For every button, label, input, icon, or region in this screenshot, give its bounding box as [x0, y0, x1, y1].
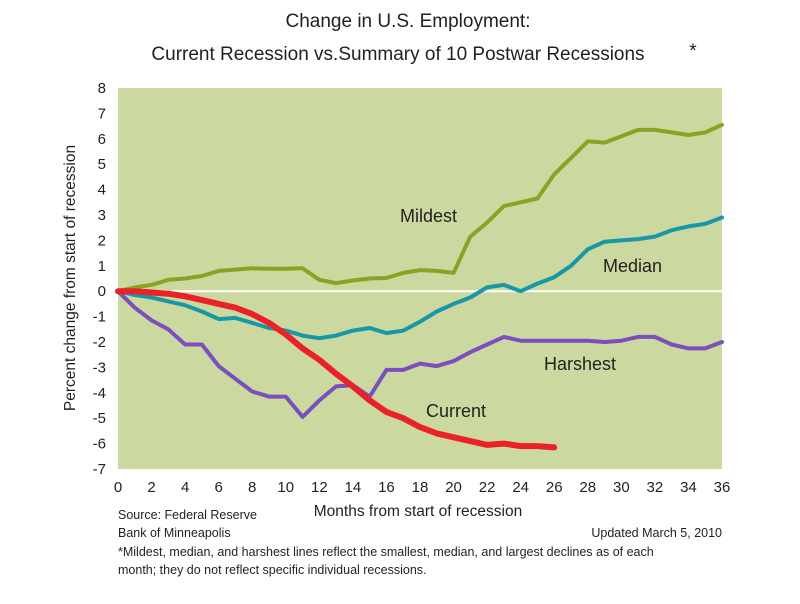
x-tick-label: 22: [479, 479, 496, 496]
x-tick-label: 4: [181, 479, 189, 496]
footnote-line1: *Mildest, median, and harshest lines ref…: [118, 545, 654, 559]
y-axis-ticks: 8 7 6 5 4 3 2 1 0 -1 -2 -3 -4 -5 -6 -7: [93, 80, 106, 478]
series-label-current: Current: [426, 401, 486, 421]
x-tick-label: 24: [512, 479, 529, 496]
y-tick-label: -7: [93, 461, 106, 478]
x-axis-ticks: 0 2 4 6 8 10 12 14 16 18 20 22 24 26 28 30 32 34 36: [114, 479, 731, 496]
x-axis-label: Months from start of recession: [314, 503, 522, 520]
footnote-line2: month; they do not reflect specific indi…: [118, 563, 427, 577]
series-label-median: Median: [603, 256, 662, 276]
x-tick-label: 12: [311, 479, 328, 496]
y-tick-label: 0: [98, 283, 106, 300]
x-tick-label: 10: [277, 479, 294, 496]
updated-date: Updated March 5, 2010: [591, 526, 722, 540]
x-tick-label: 16: [378, 479, 395, 496]
y-tick-label: 2: [98, 232, 106, 249]
x-tick-label: 32: [647, 479, 664, 496]
y-tick-label: -1: [93, 309, 106, 326]
y-tick-label: -6: [93, 436, 106, 453]
series-line-median: [116, 215, 724, 341]
y-axis-label: Percent change from start of recession: [62, 145, 79, 411]
x-tick-label: 8: [248, 479, 256, 496]
series-label-mildest: Mildest: [400, 206, 457, 226]
x-tick-label: 0: [114, 479, 122, 496]
x-tick-label: 36: [714, 479, 731, 496]
y-tick-label: 7: [98, 105, 106, 122]
y-tick-label: -4: [93, 385, 106, 402]
plot-area: [118, 88, 722, 469]
y-tick-label: -2: [93, 334, 106, 351]
y-tick-label: 5: [98, 156, 106, 173]
x-tick-label: 2: [147, 479, 155, 496]
chart-title-line2: Current Recession vs.Summary of 10 Postw…: [151, 44, 644, 65]
y-tick-label: 4: [98, 182, 106, 199]
x-tick-label: 18: [412, 479, 429, 496]
x-tick-label: 34: [680, 479, 697, 496]
series-line-mildest: [116, 122, 724, 294]
y-tick-label: 6: [98, 131, 106, 148]
x-tick-label: 30: [613, 479, 630, 496]
series-line-current: [115, 288, 558, 451]
y-tick-label: 8: [98, 80, 106, 97]
series-lines: [115, 122, 724, 451]
x-tick-label: 6: [214, 479, 222, 496]
x-tick-label: 28: [579, 479, 596, 496]
y-tick-label: -5: [93, 410, 106, 427]
y-tick-label: 3: [98, 207, 106, 224]
x-tick-label: 26: [546, 479, 563, 496]
chart-title-line1: Change in U.S. Employment:: [285, 11, 530, 32]
x-tick-label: 20: [445, 479, 462, 496]
chart-title-asterisk: *: [689, 41, 697, 62]
series-line-harshest: [116, 289, 724, 419]
series-label-harshest: Harshest: [544, 354, 616, 374]
source-line1: Source: Federal Reserve: [118, 508, 257, 522]
source-line2: Bank of Minneapolis: [118, 526, 231, 540]
y-tick-label: -3: [93, 359, 106, 376]
x-tick-label: 14: [345, 479, 362, 496]
y-tick-label: 1: [98, 258, 106, 275]
